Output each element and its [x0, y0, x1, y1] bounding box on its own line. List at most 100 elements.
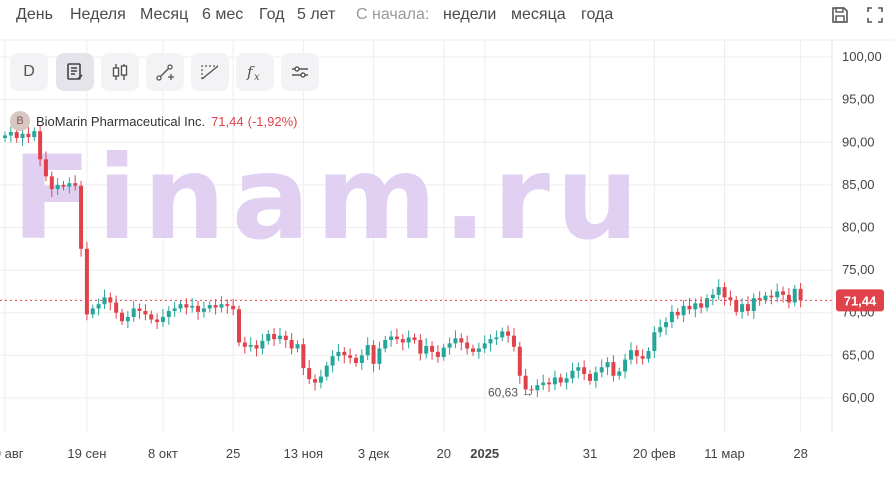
candle-body: [242, 342, 247, 347]
candle-body: [377, 348, 382, 364]
x-tick-label: 3 дек: [358, 446, 390, 461]
period-5-years[interactable]: 5 лет: [297, 6, 336, 23]
candle-body: [237, 309, 241, 343]
candle-body: [359, 355, 364, 363]
from-start-label: С начала:: [356, 6, 430, 23]
y-tick-label: 95,00: [842, 92, 875, 107]
candle-body: [324, 365, 329, 377]
x-tick-label: 2025: [470, 446, 499, 461]
candle-body: [798, 288, 803, 301]
candle-body: [342, 351, 347, 356]
y-tick-label: 65,00: [842, 347, 875, 362]
svg-text:f: f: [246, 63, 255, 81]
x-axis: 30 авг 19 сен 8 окт 25 13 ноя 3 дек 20 2025 31 20…: [0, 446, 808, 461]
x-tick-label: 19 сен: [67, 446, 106, 461]
candle-body: [266, 334, 271, 341]
period-month[interactable]: Месяц: [140, 6, 189, 23]
candle-body: [424, 345, 429, 354]
interval-button[interactable]: D: [10, 53, 48, 91]
candle-body: [178, 304, 183, 309]
candle-body: [272, 334, 277, 340]
candle-body: [781, 291, 786, 295]
x-tick-label: 13 ноя: [284, 446, 324, 461]
candle-body: [605, 362, 610, 368]
y-tick-label: 100,00: [842, 49, 882, 64]
candle-body: [699, 303, 704, 308]
min-price-marker: 60,63 →: [488, 386, 533, 400]
candle-body: [710, 294, 715, 299]
period-year[interactable]: Год: [259, 6, 285, 23]
candle-body: [219, 304, 224, 308]
candle-body: [576, 367, 581, 371]
save-icon[interactable]: [829, 4, 851, 26]
candle-body: [160, 316, 165, 323]
from-start-months[interactable]: месяца: [511, 6, 566, 23]
candle-body: [155, 319, 160, 323]
draw-line-icon[interactable]: [146, 53, 184, 91]
candle-body: [143, 310, 148, 315]
candle-body: [14, 132, 19, 138]
candle-body: [283, 335, 288, 340]
candle-body: [465, 342, 470, 349]
candle-body: [459, 338, 464, 343]
candle-body: [307, 368, 312, 380]
candle-body: [506, 331, 511, 336]
period-6-months[interactable]: 6 мес: [202, 6, 244, 23]
candle-body: [406, 337, 411, 343]
candle-body: [371, 345, 376, 364]
x-tick-label: 20 фев: [633, 446, 676, 461]
x-tick-label: 11 мар: [704, 446, 745, 461]
candle-body: [582, 367, 587, 375]
fibonacci-icon[interactable]: [191, 53, 229, 91]
candle-body: [61, 184, 66, 187]
x-tick-label: 30 авг: [0, 446, 24, 461]
candle-body: [447, 343, 452, 348]
candle-body: [494, 337, 499, 340]
candle-type-icon[interactable]: [101, 53, 139, 91]
interval-label: D: [23, 63, 35, 80]
candle-body: [313, 379, 318, 383]
candle-body: [131, 308, 136, 317]
candle-body: [90, 308, 95, 315]
candle-body: [394, 336, 399, 340]
fullscreen-icon[interactable]: [864, 4, 886, 26]
candle-body: [166, 310, 171, 317]
settings-sliders-icon[interactable]: [281, 53, 319, 91]
candle-body: [541, 382, 546, 386]
instrument-name: BioMarin Pharmaceutical Inc.: [36, 113, 206, 129]
candle-body: [26, 133, 31, 138]
candle-body: [190, 305, 195, 308]
y-tick-label: 75,00: [842, 262, 875, 277]
candle-body: [248, 345, 253, 347]
candle-body: [570, 370, 575, 379]
candle-body: [658, 327, 663, 333]
from-start-weeks[interactable]: недели: [443, 6, 497, 23]
candle-body: [20, 133, 25, 138]
period-week[interactable]: Неделя: [70, 6, 126, 23]
candle-body: [96, 304, 101, 309]
period-day[interactable]: День: [16, 6, 53, 23]
candle-body: [32, 131, 37, 138]
candle-body: [775, 291, 780, 298]
instrument-price: 71,44: [211, 113, 244, 129]
x-tick-label: 20: [437, 446, 451, 461]
x-tick-label: 8 окт: [148, 446, 178, 461]
candle-body: [535, 385, 540, 391]
candle-body: [482, 343, 487, 349]
candle-body: [149, 314, 154, 320]
y-tick-label: 60,00: [842, 390, 875, 405]
candle-body: [430, 345, 435, 352]
from-start-years[interactable]: года: [581, 6, 614, 23]
candle-body: [588, 374, 592, 381]
note-icon[interactable]: [56, 53, 94, 91]
instrument-change: (-1,92%): [247, 113, 298, 129]
candle-body: [476, 348, 481, 352]
candle-body: [43, 159, 48, 177]
candle-body: [201, 308, 206, 312]
candle-body: [295, 344, 300, 349]
candle-body: [529, 389, 534, 391]
candle-body: [646, 351, 651, 359]
candle-body: [318, 376, 323, 383]
